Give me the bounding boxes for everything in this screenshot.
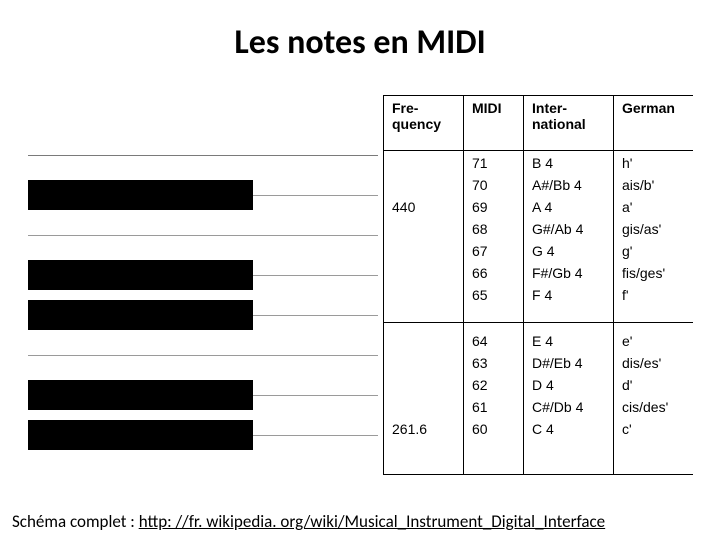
page-title: Les notes en MIDI <box>0 0 720 63</box>
cell-germ: fis/ges' <box>622 266 665 280</box>
cell-intl: C#/Db 4 <box>532 400 583 414</box>
cell-midi: 65 <box>472 288 488 302</box>
cell-germ: a' <box>622 200 632 214</box>
col-head-frequency: Fre-quency <box>392 100 441 132</box>
cell-midi: 67 <box>472 244 488 258</box>
col-head-german: German <box>622 100 675 116</box>
cell-midi: 70 <box>472 178 488 192</box>
cell-midi: 69 <box>472 200 488 214</box>
col-frequency: Fre-quency 440 261.6 <box>383 96 463 474</box>
black-key <box>28 420 253 450</box>
cell-midi: 64 <box>472 334 488 348</box>
cell-midi: 71 <box>472 156 488 170</box>
cell-midi: 61 <box>472 400 488 414</box>
col-international: Inter-national B 4 A#/Bb 4 A 4 G#/Ab 4 G 4 F#… <box>523 96 613 474</box>
cell-germ: e' <box>622 334 632 348</box>
freq-label: 440 <box>392 200 415 214</box>
cell-midi: 66 <box>472 266 488 280</box>
col-head-midi: MIDI <box>472 100 502 116</box>
freq-label: 261.6 <box>392 422 427 436</box>
piano-keyboard <box>28 155 378 475</box>
cell-midi: 60 <box>472 422 488 436</box>
footer-link[interactable]: http: //fr. wikipedia. org/wiki/Musical_… <box>139 511 605 532</box>
col-german: German h' ais/b' a' gis/as' g' fis/ges' f' e' di… <box>613 96 693 474</box>
cell-midi: 68 <box>472 222 488 236</box>
cell-intl: C 4 <box>532 422 554 436</box>
footer-prefix: Schéma complet : <box>12 511 139 532</box>
cell-midi: 63 <box>472 356 488 370</box>
cell-midi: 62 <box>472 378 488 392</box>
cell-intl: F#/Gb 4 <box>532 266 583 280</box>
cell-germ: dis/es' <box>622 356 661 370</box>
group-separator <box>383 322 693 323</box>
cell-germ: h' <box>622 156 632 170</box>
black-key <box>28 260 253 290</box>
note-table: Fre-quency 440 261.6 MIDI 71 70 69 68 67 66 65 6… <box>383 95 693 475</box>
cell-intl: G 4 <box>532 244 555 258</box>
cell-intl: A 4 <box>532 200 552 214</box>
midi-notes-diagram: Fre-quency 440 261.6 MIDI 71 70 69 68 67 66 65 6… <box>28 95 693 480</box>
cell-intl: E 4 <box>532 334 553 348</box>
col-head-international: Inter-national <box>532 100 586 132</box>
black-key <box>28 180 253 210</box>
cell-germ: d' <box>622 378 632 392</box>
cell-germ: f' <box>622 288 629 302</box>
cell-intl: F 4 <box>532 288 552 302</box>
cell-germ: c' <box>622 422 632 436</box>
cell-germ: ais/b' <box>622 178 654 192</box>
cell-germ: cis/des' <box>622 400 668 414</box>
black-key <box>28 380 253 410</box>
cell-intl: G#/Ab 4 <box>532 222 583 236</box>
cell-intl: A#/Bb 4 <box>532 178 582 192</box>
cell-intl: D 4 <box>532 378 554 392</box>
col-midi: MIDI 71 70 69 68 67 66 65 64 63 62 61 60 <box>463 96 523 474</box>
footer-caption: Schéma complet : http: //fr. wikipedia. … <box>12 511 605 532</box>
cell-intl: D#/Eb 4 <box>532 356 583 370</box>
black-key <box>28 300 253 330</box>
cell-germ: g' <box>622 244 632 258</box>
cell-intl: B 4 <box>532 156 553 170</box>
cell-germ: gis/as' <box>622 222 661 236</box>
